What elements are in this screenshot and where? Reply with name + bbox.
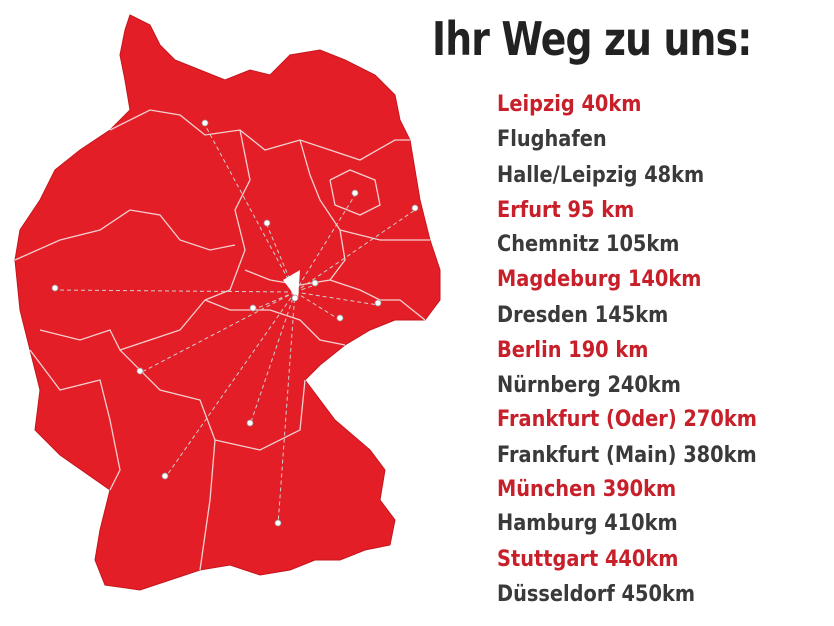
destination: Frankfurt (Oder) 270km — [497, 407, 757, 432]
state-borders — [14, 109, 430, 571]
title: Ihr Weg zu uns: — [432, 12, 752, 66]
destination: Nürnberg 240km — [497, 373, 681, 398]
destination: Hamburg 410km — [497, 511, 678, 536]
destination: Stuttgart 440km — [497, 547, 679, 572]
destination: Erfurt 95 km — [497, 198, 635, 223]
destination: Flughafen — [497, 127, 607, 152]
destination: München 390km — [497, 477, 677, 502]
home-marker — [283, 270, 300, 300]
destination: Frankfurt (Main) 380km — [497, 443, 757, 468]
destination: Dresden 145km — [497, 303, 669, 328]
destination: Magdeburg 140km — [497, 267, 702, 292]
map — [14, 14, 441, 591]
destination: Chemnitz 105km — [497, 232, 680, 257]
destination: Berlin 190 km — [497, 338, 649, 363]
destination: Halle/Leipzig 48km — [497, 163, 705, 188]
pins — [51, 119, 419, 527]
destination: Leipzig 40km — [497, 92, 642, 117]
destination: Düsseldorf 450km — [497, 582, 695, 607]
